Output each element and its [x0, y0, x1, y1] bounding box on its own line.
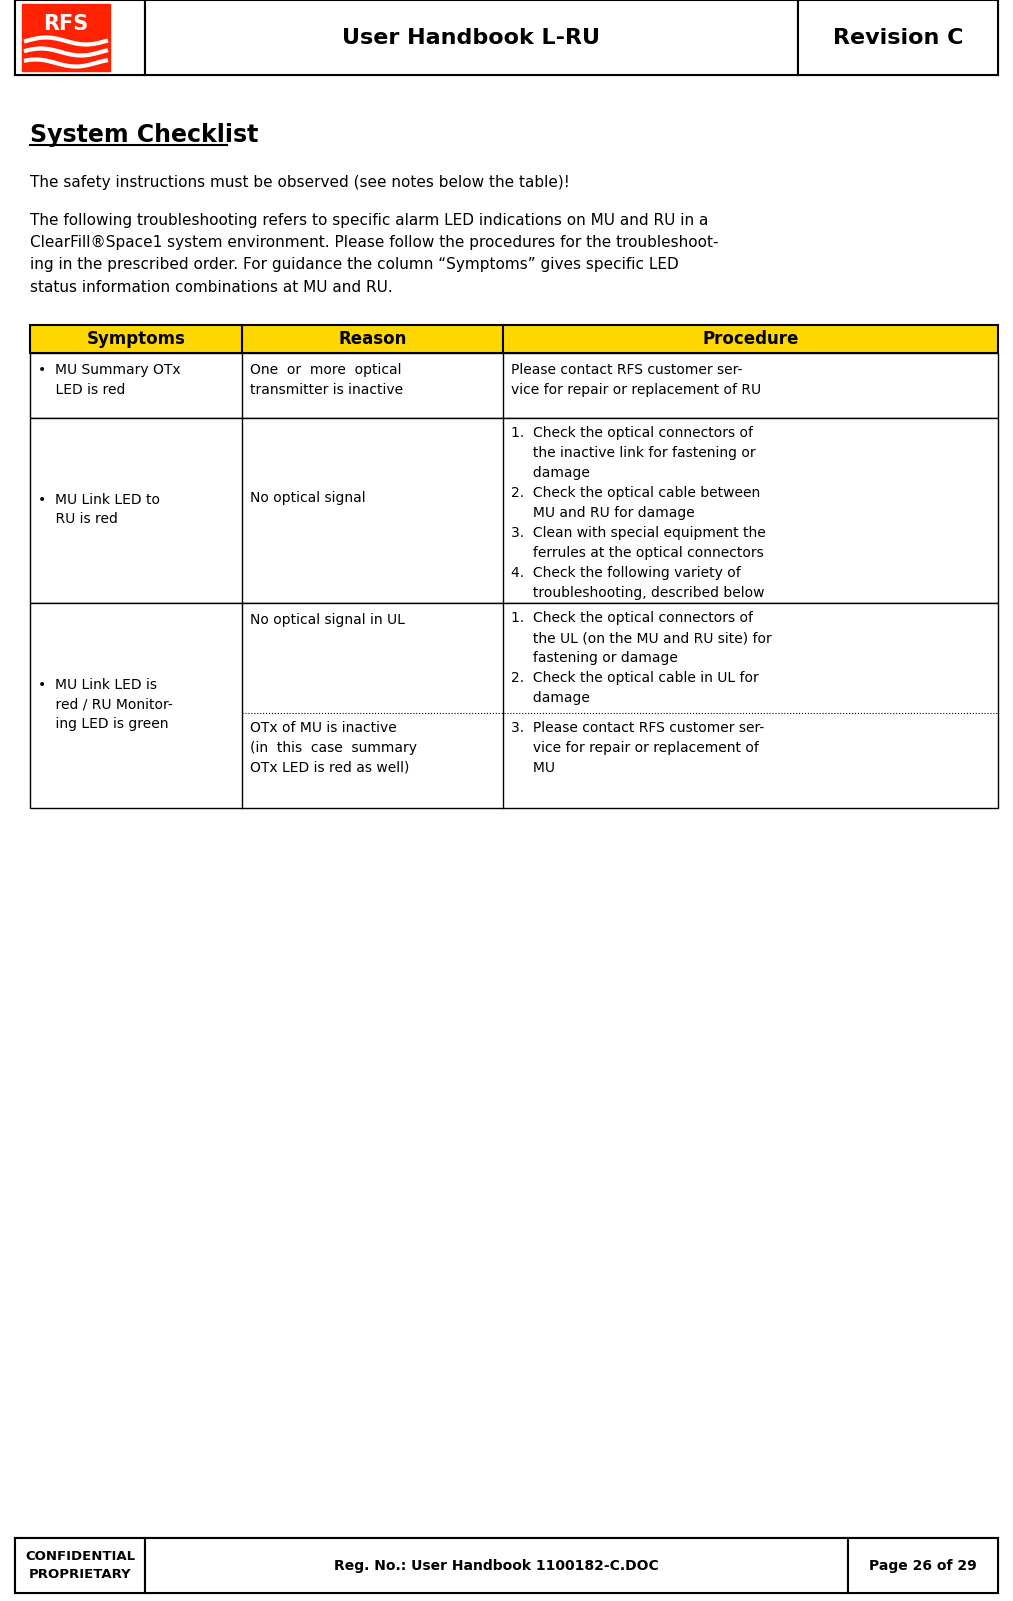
- Text: •  MU Summary OTx
    LED is red: • MU Summary OTx LED is red: [38, 363, 180, 397]
- Bar: [798, 0, 998, 75]
- Text: 1.  Check the optical connectors of
     the inactive link for fastening or
    : 1. Check the optical connectors of the i…: [511, 426, 766, 600]
- Text: Symptoms: Symptoms: [86, 330, 185, 347]
- Text: 1.  Check the optical connectors of
     the UL (on the MU and RU site) for
    : 1. Check the optical connectors of the U…: [511, 612, 772, 704]
- Bar: [848, 1539, 998, 1593]
- Bar: [30, 604, 998, 809]
- Text: Reason: Reason: [338, 330, 406, 347]
- Text: The following troubleshooting refers to specific alarm LED indications on MU and: The following troubleshooting refers to …: [30, 213, 718, 295]
- Text: The safety instructions must be observed (see notes below the table)!: The safety instructions must be observed…: [30, 175, 569, 191]
- Text: Procedure: Procedure: [702, 330, 798, 347]
- Text: Revision C: Revision C: [833, 27, 963, 48]
- Bar: [15, 0, 998, 75]
- Text: One  or  more  optical
transmitter is inactive: One or more optical transmitter is inact…: [250, 363, 403, 397]
- Text: No optical signal in UL: No optical signal in UL: [250, 613, 405, 628]
- Bar: [30, 352, 998, 418]
- Text: •  MU Link LED is
    red / RU Monitor-
    ing LED is green: • MU Link LED is red / RU Monitor- ing L…: [38, 677, 173, 730]
- Bar: [145, 0, 798, 75]
- Bar: [15, 1539, 145, 1593]
- Text: •  MU Link LED to
    RU is red: • MU Link LED to RU is red: [38, 493, 160, 527]
- Bar: [145, 1539, 848, 1593]
- Text: Reg. No.: User Handbook 1100182-C.DOC: Reg. No.: User Handbook 1100182-C.DOC: [334, 1558, 658, 1572]
- Bar: [15, 1539, 998, 1593]
- Text: RFS: RFS: [44, 14, 88, 34]
- Bar: [30, 325, 998, 352]
- Text: Page 26 of 29: Page 26 of 29: [869, 1558, 977, 1572]
- Text: User Handbook L-RU: User Handbook L-RU: [342, 27, 601, 48]
- Bar: [30, 418, 998, 604]
- Bar: [15, 0, 145, 75]
- Text: System Checklist: System Checklist: [30, 123, 258, 147]
- Text: OTx of MU is inactive
(in  this  case  summary
OTx LED is red as well): OTx of MU is inactive (in this case summ…: [250, 720, 417, 773]
- Text: No optical signal: No optical signal: [250, 490, 366, 504]
- Text: 3.  Please contact RFS customer ser-
     vice for repair or replacement of
    : 3. Please contact RFS customer ser- vice…: [511, 720, 764, 775]
- Text: Please contact RFS customer ser-
vice for repair or replacement of RU: Please contact RFS customer ser- vice fo…: [511, 363, 761, 397]
- Bar: [22, 3, 110, 70]
- Text: CONFIDENTIAL
PROPRIETARY: CONFIDENTIAL PROPRIETARY: [25, 1550, 135, 1582]
